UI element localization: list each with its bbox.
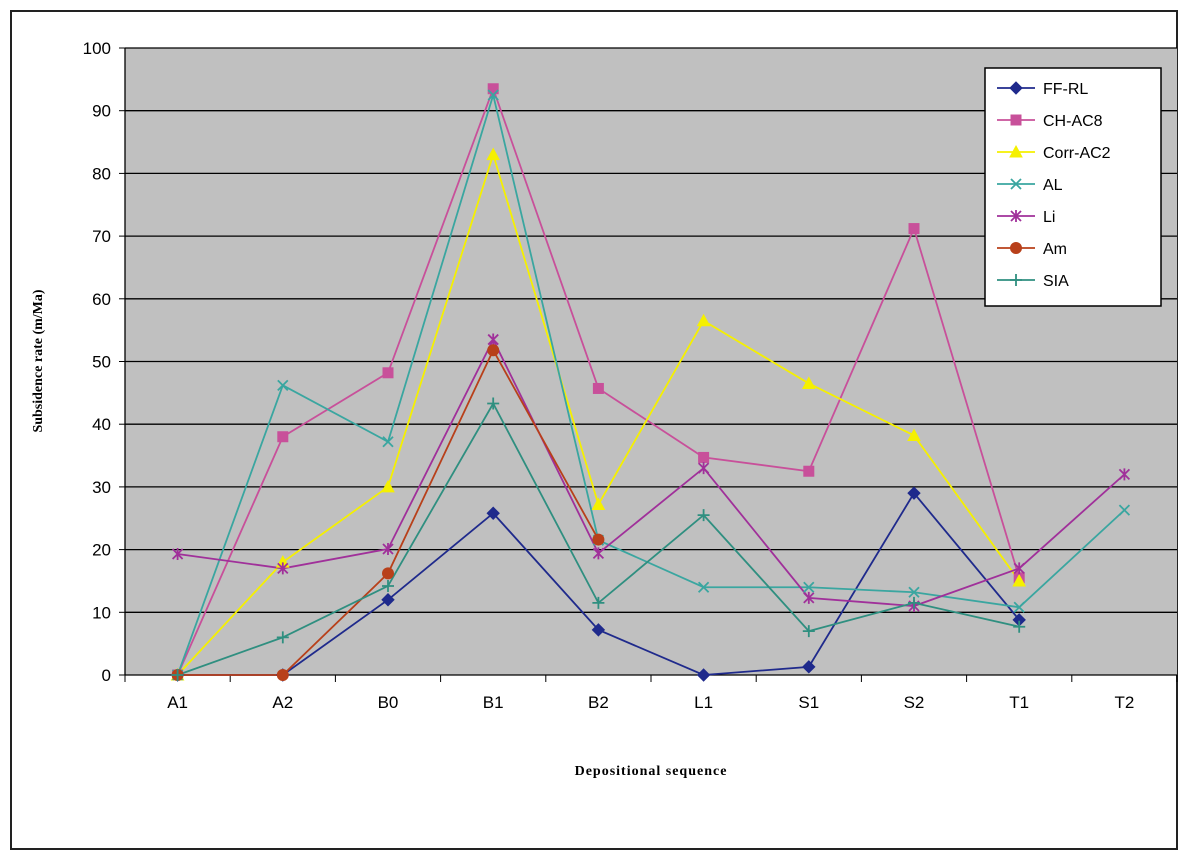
data-point-corr-ac2 — [696, 313, 711, 327]
y-tick-labels: 0 10 20 30 40 50 60 70 80 90 100 — [83, 39, 111, 685]
data-point-corr-ac2 — [801, 376, 816, 389]
x-tick-label: L1 — [694, 693, 713, 712]
legend-label-al: AL — [1043, 177, 1063, 194]
legend-marker-am — [1010, 242, 1022, 254]
legend-label-am: Am — [1043, 241, 1067, 258]
x-tick-label: A1 — [167, 693, 188, 712]
data-point-am — [382, 567, 394, 580]
y-tick-label: 80 — [92, 164, 111, 183]
legend-label-ff-rl: FF-RL — [1043, 81, 1088, 98]
y-tick-label: 0 — [102, 666, 111, 685]
data-point-corr-ac2 — [907, 428, 921, 441]
data-point-li — [803, 591, 815, 604]
legend: FF-RL CH-AC8 Corr-AC2 AL Li Am SIA — [984, 67, 1162, 307]
data-point-sia — [1013, 620, 1026, 633]
legend-label-sia: SIA — [1043, 273, 1069, 290]
data-point-corr-ac2 — [591, 497, 606, 510]
x-tick-label: A2 — [272, 693, 293, 712]
y-tick-label: 50 — [92, 353, 111, 372]
x-tick-label: B2 — [588, 693, 609, 712]
legend-box — [984, 67, 1162, 307]
x-tick-label: S2 — [904, 693, 925, 712]
x-axis-title: Depositional sequence — [575, 764, 728, 779]
data-point-am — [592, 533, 605, 546]
y-tick-label: 40 — [92, 415, 111, 434]
data-point-li — [1013, 562, 1025, 575]
data-point-al — [487, 89, 499, 101]
data-point-ff-rl — [381, 593, 395, 607]
data-point-am — [487, 344, 500, 357]
data-point-ff-rl — [696, 668, 711, 682]
x-tick-label: T1 — [1009, 693, 1029, 712]
x-tick-label: B1 — [483, 693, 504, 712]
data-point-ff-rl — [907, 486, 921, 500]
data-point-li — [487, 333, 499, 346]
x-tick-label: S1 — [798, 693, 819, 712]
legend-label-ch-ac8: CH-AC8 — [1043, 113, 1103, 130]
legend-marker-corr-ac2 — [1009, 144, 1023, 158]
data-point-ff-rl — [802, 660, 816, 674]
x-tick-labels: A1 A2 B0 B1 B2 L1 S1 S2 T1 T2 — [167, 693, 1134, 712]
data-point-sia — [697, 509, 710, 522]
y-tick-label: 30 — [92, 478, 111, 497]
data-point-al — [382, 436, 394, 448]
legend-marker-sia — [1010, 274, 1022, 286]
data-point-sia — [171, 669, 184, 681]
data-point-ch-ac8 — [592, 382, 604, 394]
y-tick-label: 100 — [83, 39, 111, 58]
legend-marker-al — [1010, 178, 1022, 190]
data-point-sia — [802, 625, 815, 638]
data-point-al — [277, 379, 289, 391]
data-point-ff-rl — [486, 506, 500, 520]
data-point-ch-ac8 — [908, 223, 920, 235]
data-point-corr-ac2 — [381, 479, 395, 493]
data-point-al — [1118, 504, 1131, 516]
data-point-corr-ac2 — [486, 147, 501, 161]
y-tick-label: 20 — [92, 541, 111, 560]
data-point-li — [697, 462, 710, 475]
data-point-ch-ac8 — [803, 465, 815, 477]
data-point-sia — [908, 596, 920, 609]
series-line-al — [176, 91, 1126, 676]
data-point-al — [908, 586, 920, 598]
legend-marker-li — [1010, 210, 1022, 222]
legend-label-li: Li — [1043, 209, 1055, 226]
legend-label-corr-ac2: Corr-AC2 — [1043, 145, 1111, 162]
data-point-ch-ac8 — [382, 367, 394, 379]
x-tick-label: B0 — [378, 693, 399, 712]
series-line-li — [177, 337, 1125, 607]
y-tick-label: 10 — [92, 603, 111, 622]
series-markers — [170, 83, 1131, 682]
data-point-sia — [276, 631, 289, 644]
data-point-ch-ac8 — [698, 451, 710, 463]
data-point-li — [1118, 468, 1131, 481]
data-point-corr-ac2 — [1012, 573, 1027, 587]
y-tick-label: 60 — [92, 290, 111, 309]
x-tick-label: T2 — [1114, 693, 1134, 712]
y-tick-label: 70 — [92, 227, 111, 246]
axes — [119, 47, 1178, 682]
legend-marker-ch-ac8 — [1010, 114, 1022, 126]
data-point-ff-rl — [591, 623, 606, 637]
data-point-sia — [487, 397, 500, 410]
legend-marker-ff-rl — [1009, 81, 1023, 95]
data-point-li — [171, 547, 184, 560]
data-point-am — [276, 669, 289, 681]
data-point-sia — [592, 596, 605, 609]
data-point-al — [803, 581, 815, 593]
data-point-li — [382, 542, 394, 555]
data-point-al — [1013, 601, 1025, 613]
data-point-sia — [382, 579, 394, 592]
y-tick-label: 90 — [92, 102, 111, 121]
y-axis-title: Subsidence rate (m/Ma) — [31, 289, 46, 432]
data-point-ch-ac8 — [277, 431, 289, 443]
data-point-al — [697, 581, 710, 593]
data-point-li — [592, 547, 605, 560]
data-point-li — [277, 562, 289, 575]
